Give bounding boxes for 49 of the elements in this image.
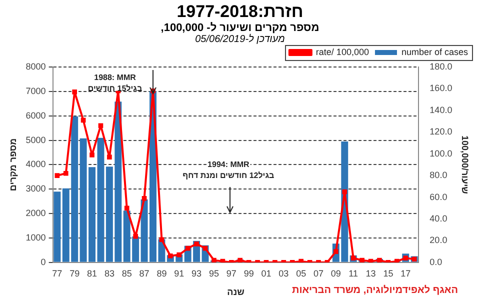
- text: מעודכן ל-05/06/2019: [194, 34, 286, 45]
- y-tick-label: 5000: [26, 134, 46, 145]
- y2-tick-label: 100.0: [430, 148, 452, 158]
- y-tick-label: 6000: [26, 110, 46, 120]
- chart-subtitle: מספר מקרים ושיעור ל- 100,000,: [160, 22, 320, 34]
- y2-tick-label: 80.0: [430, 170, 448, 180]
- x-tick-label: 03: [278, 268, 289, 278]
- x-tick-label: 09: [330, 268, 341, 278]
- x-tick-label: 77: [52, 268, 62, 278]
- x-tick-label: 87: [139, 268, 150, 278]
- x-tick-label: 05: [296, 268, 306, 278]
- y2-tick-label: 40.0: [430, 213, 448, 224]
- x-tick-label: 83: [104, 268, 114, 278]
- y-tick-label: 4000: [26, 159, 46, 170]
- x-tick-label: 11: [348, 268, 358, 278]
- y2-axis-title: שיעור/100,000: [460, 135, 470, 194]
- x-tick-label: 13: [366, 268, 376, 278]
- x-tick-label: 95: [208, 268, 219, 278]
- x-tick-label: 07: [313, 268, 324, 278]
- legend-label: rate/ 100,000: [316, 46, 369, 57]
- x-tick-label: 81: [87, 268, 98, 278]
- y-tick-label: 3000: [26, 184, 46, 194]
- y2-tick-label: 180.0: [430, 61, 452, 72]
- y2-tick-label: 20.0: [430, 235, 448, 246]
- y-axis-title: מספר מקרים: [8, 138, 18, 192]
- y2-tick-label: 160.0: [430, 83, 452, 94]
- x-tick-label: 79: [70, 268, 80, 278]
- x-tick-label: 89: [156, 268, 167, 278]
- chart-title: חזרת:1977-2018: [176, 2, 304, 22]
- y2-tick-label: 140.0: [430, 104, 452, 115]
- y-tick-label: 0: [40, 256, 46, 267]
- x-tick-label: 85: [122, 268, 132, 278]
- y2-tick-label: 60.0: [430, 192, 448, 202]
- x-tick-label: 93: [192, 268, 202, 278]
- x-tick-label: 17: [400, 268, 411, 278]
- y2-tick-label: 0.0: [430, 256, 442, 267]
- x-axis-title: שנה: [227, 287, 244, 298]
- y-tick-label: 2000: [26, 208, 46, 218]
- x-tick-label: 99: [244, 268, 254, 278]
- legend-label: number of cases: [401, 46, 468, 57]
- x-tick-label: 15: [383, 268, 394, 278]
- y-tick-label: 8000: [26, 61, 46, 72]
- y-tick-label: 7000: [26, 86, 46, 96]
- y2-tick-label: 120.0: [430, 126, 452, 137]
- x-tick-label: 01: [261, 268, 272, 278]
- x-tick-label: 91: [174, 268, 184, 278]
- y-tick-label: 1000: [26, 232, 46, 242]
- x-tick-label: 97: [226, 268, 236, 278]
- text: האגף לאפידמיולוגיה, משרד הבריאות: [292, 285, 458, 296]
